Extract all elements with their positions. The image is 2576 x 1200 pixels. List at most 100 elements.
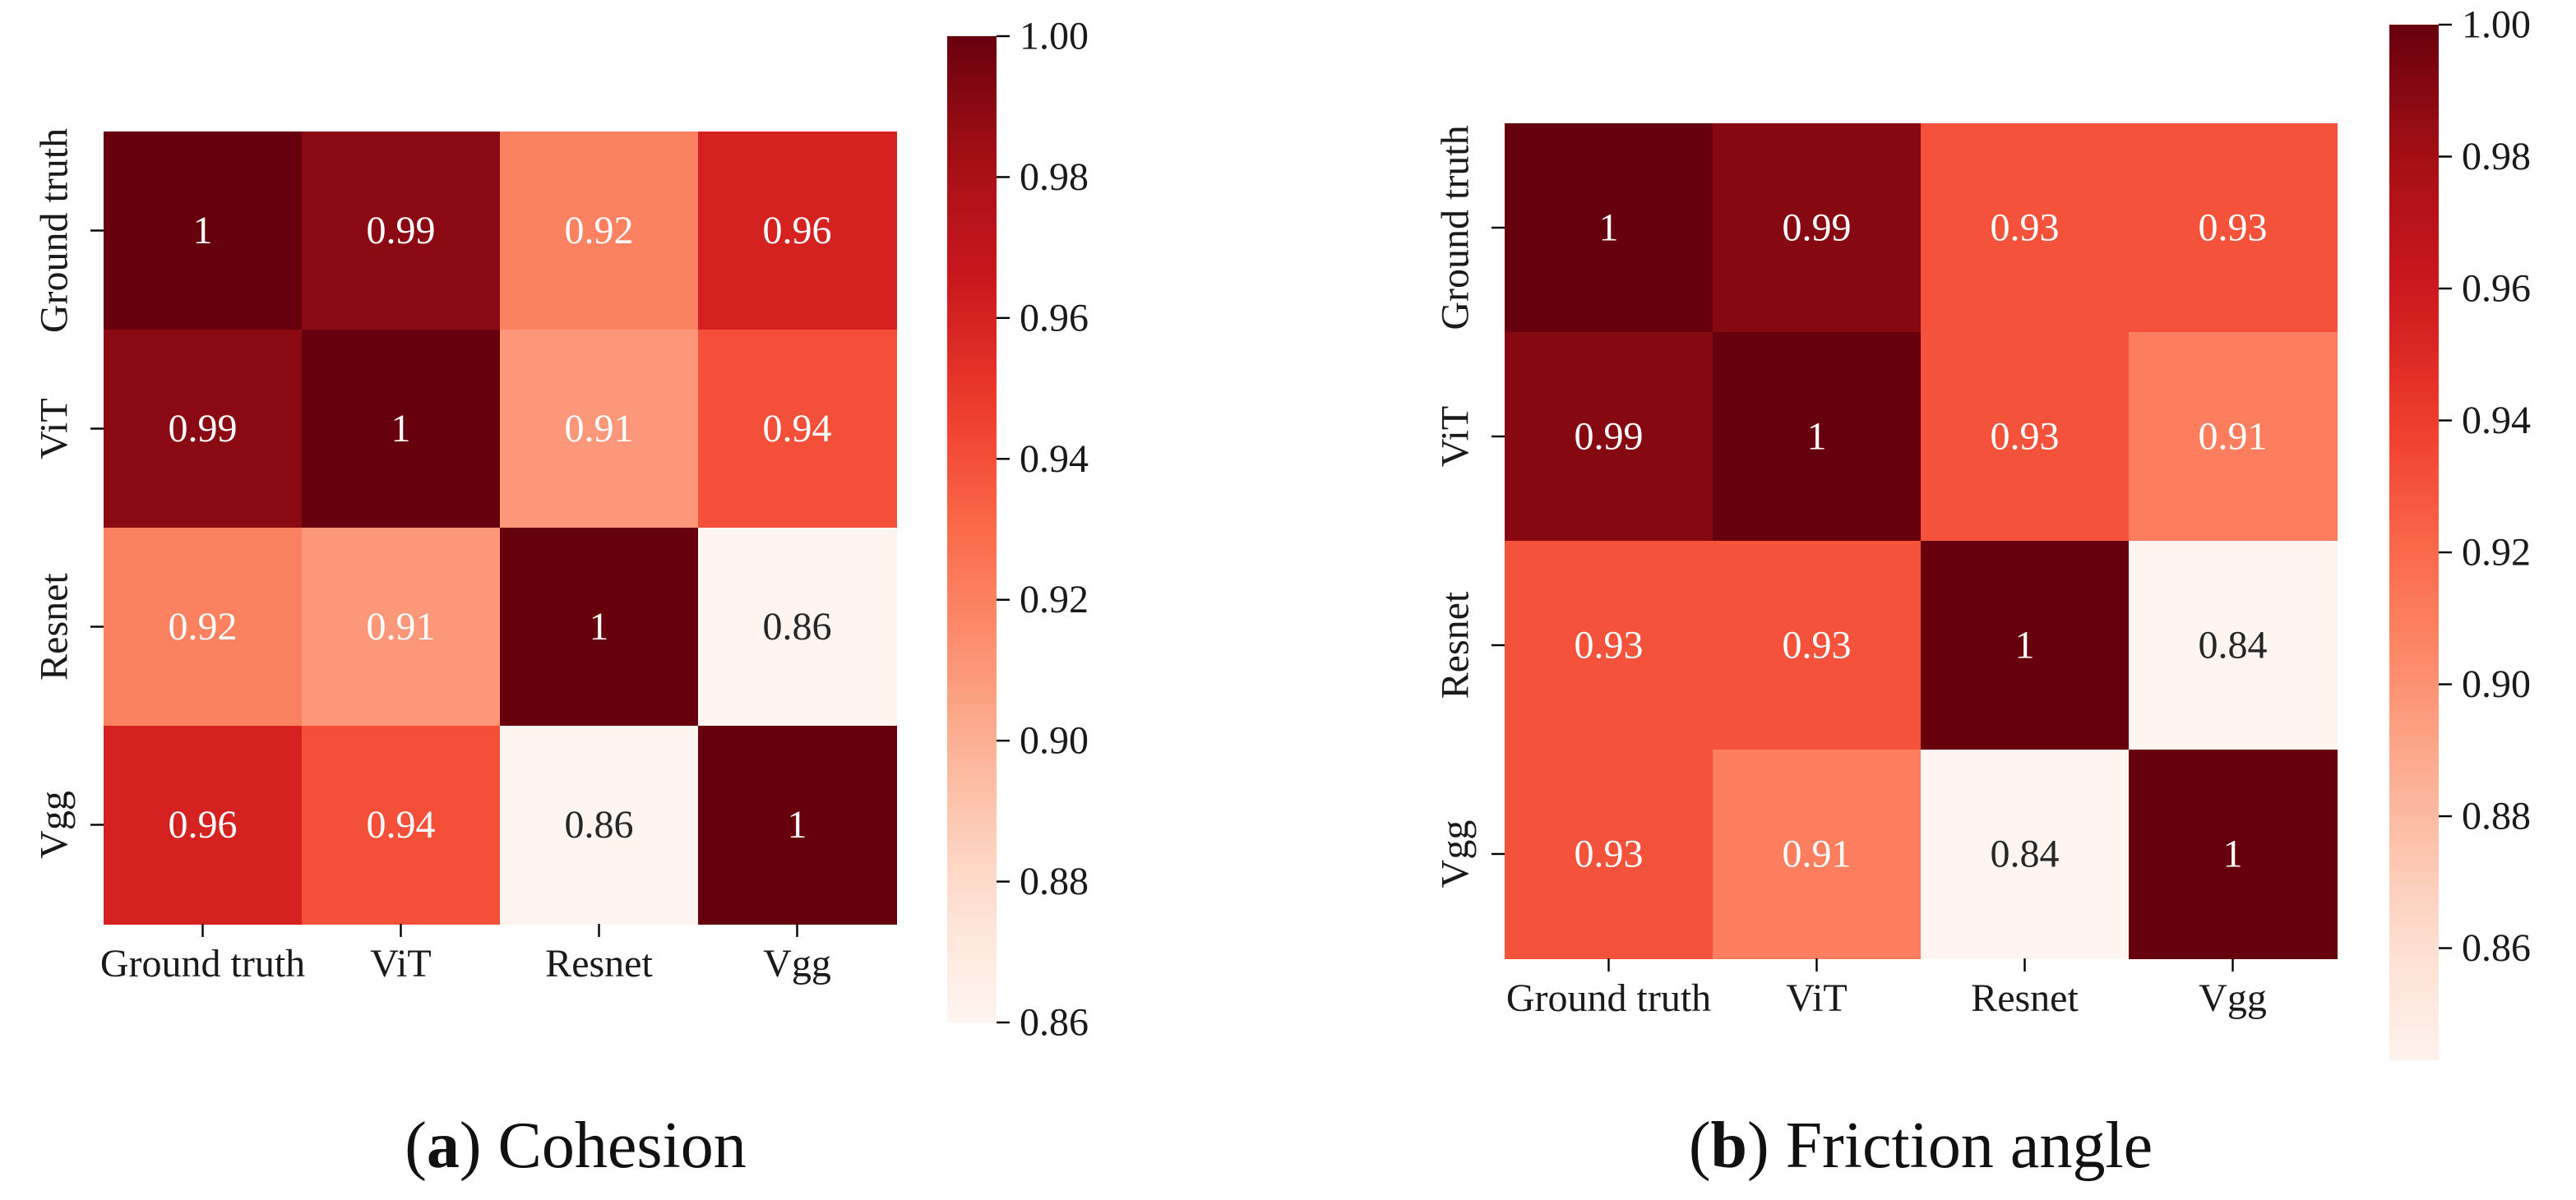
x-axis-label: Ground truth	[100, 942, 305, 985]
colorbar	[2389, 25, 2439, 1060]
colorbar-tick-label: 0.98	[2462, 135, 2531, 178]
heatmap-cell-value: 0.91	[367, 605, 436, 648]
heatmap-cell	[500, 726, 699, 925]
panel-caption-title: Friction angle	[1769, 1110, 2153, 1182]
x-axis-label: Ground truth	[1506, 976, 1711, 1020]
figure-root: 1 0.99 0.92 0.96 0.99 1 0.91 0.94 0.92 0.91 1 0.86 0…	[33, 3, 2532, 1183]
heatmap-cell-value: 0.91	[565, 407, 634, 450]
y-axis-label: Vgg	[33, 791, 76, 859]
panel-caption-paren-open: (	[405, 1110, 427, 1182]
colorbar-tick-label: 0.88	[2462, 795, 2531, 838]
x-axis-label: Resnet	[1971, 976, 2079, 1020]
heatmap-cell	[104, 132, 303, 330]
heatmap-cell-value: 0.94	[367, 803, 436, 847]
heatmap-cell	[104, 726, 303, 925]
heatmap-cell-value: 1	[788, 803, 807, 847]
colorbar-tick-label: 0.94	[1020, 437, 1089, 481]
heatmap-cell-value: 0.96	[763, 209, 832, 252]
heatmap-cell	[302, 528, 501, 727]
heatmap-cell-value: 1	[1807, 415, 1827, 459]
heatmap-cell	[1713, 332, 1922, 542]
colorbar-tick-label: 0.90	[1020, 719, 1089, 763]
colorbar-tick-label: 0.94	[2462, 399, 2531, 442]
y-axis-label: Resnet	[33, 573, 76, 681]
heatmap-cell-value: 0.84	[1991, 833, 2060, 876]
heatmap-cell	[1921, 541, 2130, 750]
heatmap-cell-value: 1	[2015, 624, 2035, 667]
heatmap-cell-value: 0.99	[1783, 206, 1852, 250]
heatmap-cell-value: 0.93	[1991, 206, 2060, 250]
panel-caption-letter: a	[427, 1110, 460, 1182]
heatmap-cell-value: 0.93	[2199, 206, 2268, 250]
heatmap-cell	[500, 132, 699, 330]
colorbar-tick-label: 0.96	[1020, 296, 1089, 339]
heatmap-cell	[2129, 750, 2338, 959]
y-axis-label: Resnet	[1434, 591, 1478, 699]
colorbar-tick-label: 0.92	[1020, 578, 1089, 621]
colorbar-tick-label: 0.96	[2462, 267, 2531, 311]
panel-caption-letter: b	[1710, 1110, 1747, 1182]
colorbar	[947, 36, 997, 1022]
heatmap-cell-value: 1	[391, 407, 411, 450]
heatmap-cell-value: 0.93	[1783, 624, 1852, 667]
heatmap-cell	[1505, 750, 1713, 959]
heatmap-cell-value: 1	[2223, 833, 2243, 876]
heatmap-cell	[104, 528, 303, 727]
heatmap-cell	[2129, 123, 2338, 333]
heatmap-cell-value: 0.91	[1783, 833, 1852, 876]
heatmap-cell-value: 0.99	[169, 407, 238, 450]
heatmap-cell-value: 0.99	[1575, 415, 1644, 459]
colorbar-tick-label: 1.00	[2462, 3, 2531, 47]
colorbar-tick-label: 0.90	[2462, 662, 2531, 706]
heatmap-cell-value: 0.92	[169, 605, 238, 648]
panel-caption-title: Cohesion	[482, 1110, 747, 1182]
colorbar-tick-label: 1.00	[1020, 15, 1089, 58]
heatmap-cell-value: 0.91	[2199, 415, 2268, 459]
heatmap-cell	[698, 726, 897, 925]
heatmap-cell-value: 0.94	[763, 407, 832, 450]
heatmap-cell	[1505, 541, 1713, 750]
y-axis-label: ViT	[33, 398, 76, 459]
heatmap-cell-value: 0.96	[169, 803, 238, 847]
heatmap-cell	[1921, 332, 2130, 542]
y-axis-label: ViT	[1434, 406, 1478, 467]
panel-caption: (b) Friction angle	[1689, 1110, 2153, 1182]
heatmap-cell	[1921, 123, 2130, 333]
heatmap-cell	[698, 132, 897, 330]
colorbar-tick-label: 0.86	[1020, 1001, 1089, 1045]
heatmap-cell-value: 0.84	[2199, 624, 2268, 667]
y-axis-label: Ground truth	[33, 128, 76, 333]
heatmap-cell-value: 0.99	[367, 209, 436, 252]
x-axis-label: ViT	[370, 942, 431, 985]
heatmap-cell-value: 1	[193, 209, 213, 252]
x-axis-label: Resnet	[545, 942, 653, 985]
colorbar-tick-label: 0.86	[2462, 926, 2531, 970]
heatmap-panel-b: 1 0.99 0.93 0.93 0.99 1 0.93 0.91 0.93 0.93 1 0.84 0…	[1434, 3, 2532, 1183]
x-axis-label: Vgg	[2199, 976, 2267, 1020]
heatmap-cell-value: 1	[1599, 206, 1619, 250]
heatmap-cell	[302, 132, 501, 330]
heatmap-cell-value: 0.86	[565, 803, 634, 847]
heatmap-cell-value: 0.93	[1991, 415, 2060, 459]
heatmap-cell	[302, 330, 501, 528]
panel-caption-paren-close: )	[460, 1110, 482, 1182]
heatmap-cell	[1505, 332, 1713, 542]
panel-caption: (a) Cohesion	[405, 1110, 747, 1182]
heatmap-cell	[1713, 750, 1922, 959]
heatmap-cell-value: 1	[590, 605, 609, 648]
y-axis-label: Ground truth	[1434, 125, 1478, 330]
colorbar-tick-label: 0.88	[1020, 860, 1089, 903]
heatmap-cell	[698, 528, 897, 727]
heatmap-cell	[698, 330, 897, 528]
x-axis-label: Vgg	[763, 942, 831, 985]
panel-caption-paren-open: (	[1689, 1110, 1711, 1182]
heatmap-panel-a: 1 0.99 0.92 0.96 0.99 1 0.91 0.94 0.92 0.91 1 0.86 0…	[33, 15, 1089, 1183]
heatmap-cell	[1713, 541, 1922, 750]
heatmap-cell-value: 0.93	[1575, 833, 1644, 876]
heatmap-cell	[500, 330, 699, 528]
x-axis-label: ViT	[1786, 976, 1847, 1020]
heatmap-cell-value: 0.86	[763, 605, 832, 648]
heatmap-cell	[1713, 123, 1922, 333]
